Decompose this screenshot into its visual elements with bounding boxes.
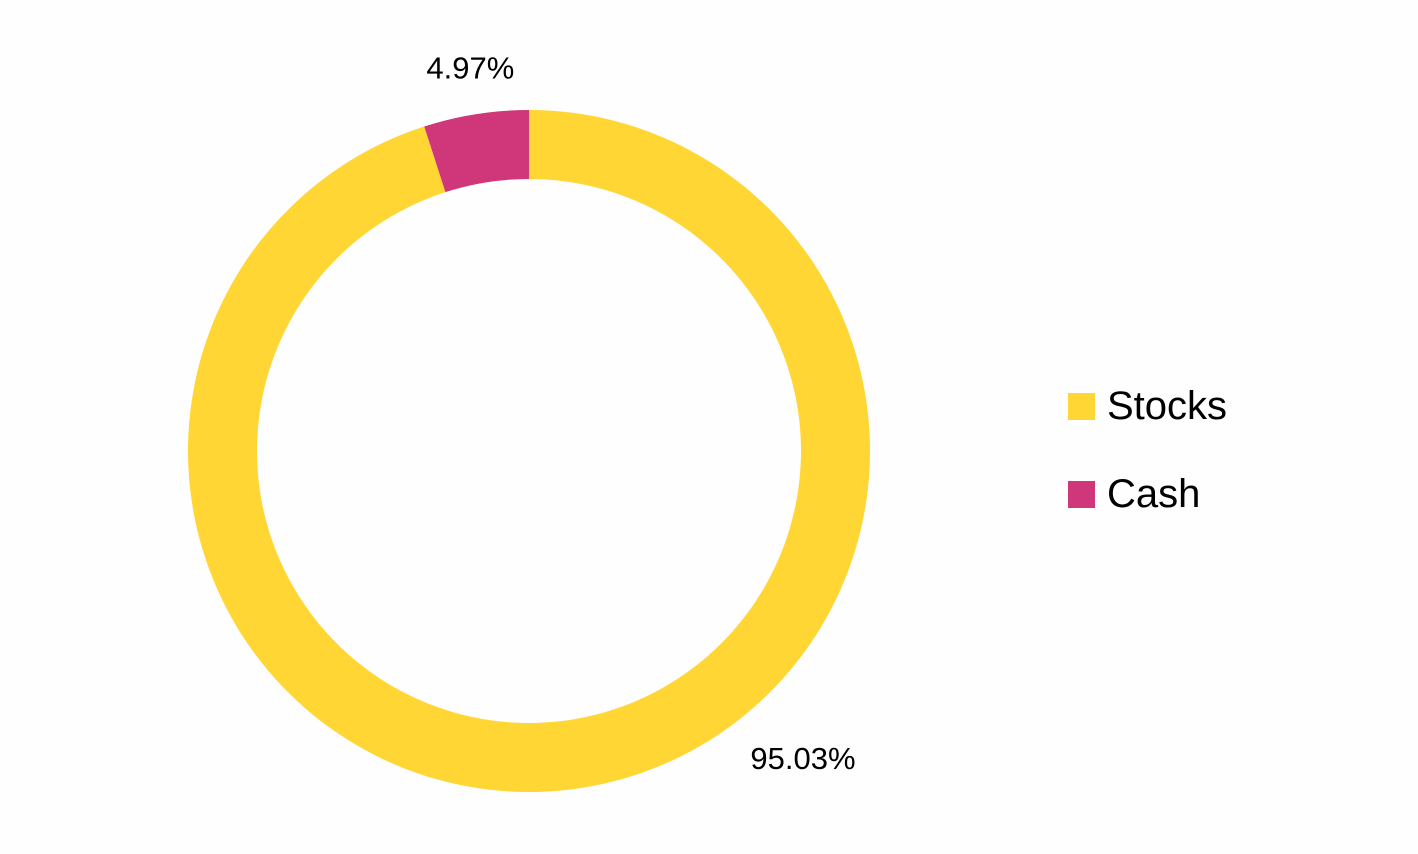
legend-item-stocks: Stocks: [1068, 382, 1227, 430]
legend-label-stocks: Stocks: [1107, 383, 1228, 428]
legend-swatch-cash: [1068, 480, 1095, 508]
legend-swatch-stocks: [1068, 392, 1095, 420]
data-label-stocks: 95.03%: [750, 741, 855, 776]
slice-cash: [424, 110, 529, 193]
data-label-cash: 4.97%: [426, 51, 514, 86]
slices-layer: [187, 110, 870, 792]
legend-label-cash: Cash: [1107, 471, 1201, 516]
legend-item-cash: Cash: [1068, 470, 1227, 518]
slice-stocks: [187, 110, 870, 792]
labels-layer: 95.03% 4.97%: [426, 51, 855, 777]
chart-legend: Stocks Cash: [1068, 382, 1227, 558]
